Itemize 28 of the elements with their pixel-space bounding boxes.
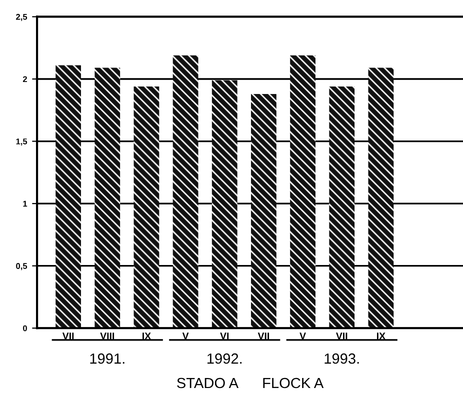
y-tick-label: 2,5 (16, 14, 28, 22)
x-tick-label: VIII (100, 332, 114, 340)
bar (250, 94, 276, 328)
text: 1991. (90, 353, 124, 364)
bar (368, 68, 394, 328)
x-tick-label: VI (220, 332, 229, 340)
x-tick-label: VII (336, 332, 348, 340)
y-tick-label: 1,5 (16, 138, 28, 146)
x-tick-label: VII (258, 332, 269, 340)
x-tick-label: V (182, 332, 189, 340)
bar (134, 86, 160, 328)
bar (329, 86, 355, 328)
x-tick-label: IX (142, 332, 151, 340)
bar (212, 80, 238, 328)
x-tick-label: VII (62, 332, 74, 340)
bar (94, 68, 120, 328)
x-tick-label: V (300, 332, 306, 340)
text: 1993. (324, 353, 359, 364)
x-axis-title: STADO A FLOCK A (177, 378, 324, 388)
y-tick-label: 0,5 (16, 263, 28, 270)
y-tick-label: 0 (23, 325, 27, 332)
bar (172, 55, 198, 328)
text: 1992. (207, 353, 242, 364)
y-tick-label: 2 (22, 76, 27, 82)
y-tick-label: 1 (23, 200, 28, 207)
bar (290, 55, 316, 328)
bar (56, 65, 82, 328)
x-tick-label: IX (376, 332, 386, 340)
